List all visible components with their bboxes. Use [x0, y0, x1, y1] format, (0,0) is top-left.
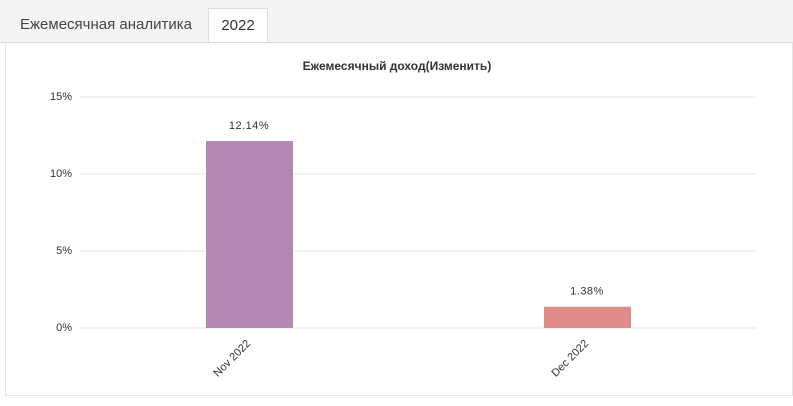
- value-label: 12.14%: [229, 120, 269, 132]
- tab-bar: Ежемесячная аналитика 2022: [0, 0, 793, 43]
- y-tick-label: 10%: [50, 168, 72, 180]
- tab[interactable]: 2022: [208, 8, 268, 42]
- y-tick-label: 5%: [56, 245, 72, 257]
- bar: [544, 306, 631, 328]
- chart-title: Ежемесячный доход(Изменить): [303, 59, 492, 73]
- x-tick-label: Dec 2022: [549, 338, 591, 380]
- bar: [206, 141, 293, 328]
- value-label: 1.38%: [570, 286, 604, 298]
- y-tick-label: 0%: [56, 322, 72, 334]
- x-tick-label: Nov 2022: [211, 338, 253, 380]
- y-tick-label: 15%: [50, 91, 72, 103]
- tab[interactable]: Ежемесячная аналитика: [20, 16, 192, 33]
